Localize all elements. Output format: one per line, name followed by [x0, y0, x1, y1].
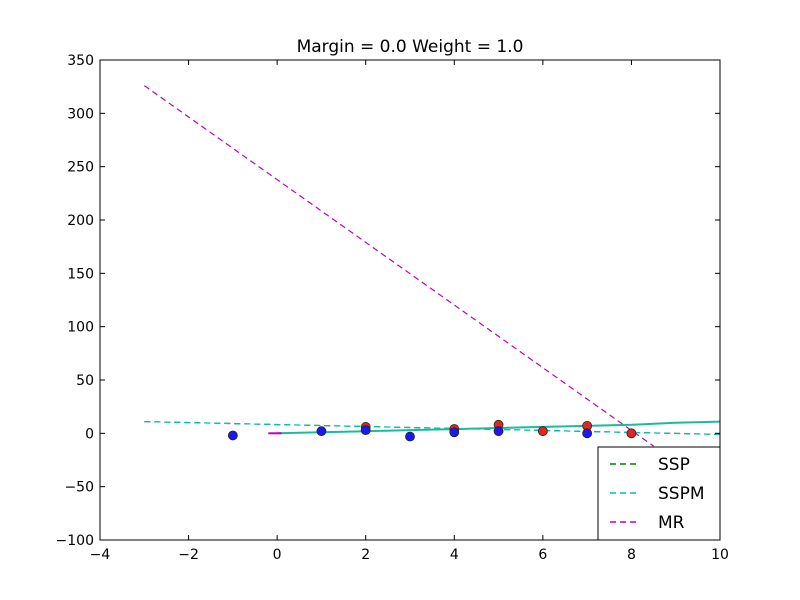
x-tick-label-6: 8 — [627, 547, 636, 563]
blue-point-2 — [360, 425, 371, 436]
legend-label-sspm: SSPM — [658, 484, 705, 504]
plot-series-group — [143, 85, 720, 447]
x-tick-label-5: 6 — [538, 547, 547, 563]
plot-area: −4 −2 0 2 4 6 8 10 −100 −50 0 50 100 150 200 250 300 350 S… — [56, 53, 729, 563]
red-point-3 — [537, 426, 548, 437]
x-tick-label-3: 2 — [361, 547, 370, 563]
x-tick-label-1: −2 — [178, 547, 199, 563]
y-tick-label-0: −100 — [56, 533, 94, 549]
y-tick-label-1: −50 — [64, 480, 94, 496]
axes-frame — [99, 59, 721, 541]
y-tick-label-6: 200 — [67, 213, 94, 229]
y-tick-label-5: 150 — [67, 266, 94, 282]
legend: SSP SSPM MR — [597, 446, 721, 541]
series-line-sspm — [144, 421, 720, 435]
blue-point-5 — [493, 426, 504, 437]
blue-point-3 — [405, 431, 415, 442]
y-tick-label-7: 250 — [67, 160, 94, 176]
x-tick-label-0: −4 — [90, 547, 111, 563]
legend-label-ssp: SSP — [658, 455, 690, 475]
series-line-mr — [143, 85, 654, 447]
x-tick-label-4: 4 — [450, 547, 459, 563]
y-tick-label-2: 0 — [85, 426, 94, 442]
blue-point-6 — [582, 428, 593, 439]
red-point-5 — [626, 428, 637, 439]
blue-point-4 — [449, 427, 460, 438]
y-tick-label-9: 350 — [67, 53, 94, 69]
x-tick-label-7: 10 — [711, 547, 729, 563]
x-tick-label-2: 0 — [273, 547, 282, 563]
blue-point-0 — [227, 430, 238, 441]
legend-box — [597, 446, 721, 541]
blue-point-1 — [316, 426, 327, 437]
legend-label-mr: MR — [658, 513, 685, 533]
y-tick-label-4: 100 — [67, 320, 94, 336]
y-tick-label-8: 300 — [67, 106, 94, 122]
y-tick-label-3: 50 — [76, 373, 94, 389]
chart-title: Margin = 0.0 Weight = 1.0 — [297, 37, 524, 57]
